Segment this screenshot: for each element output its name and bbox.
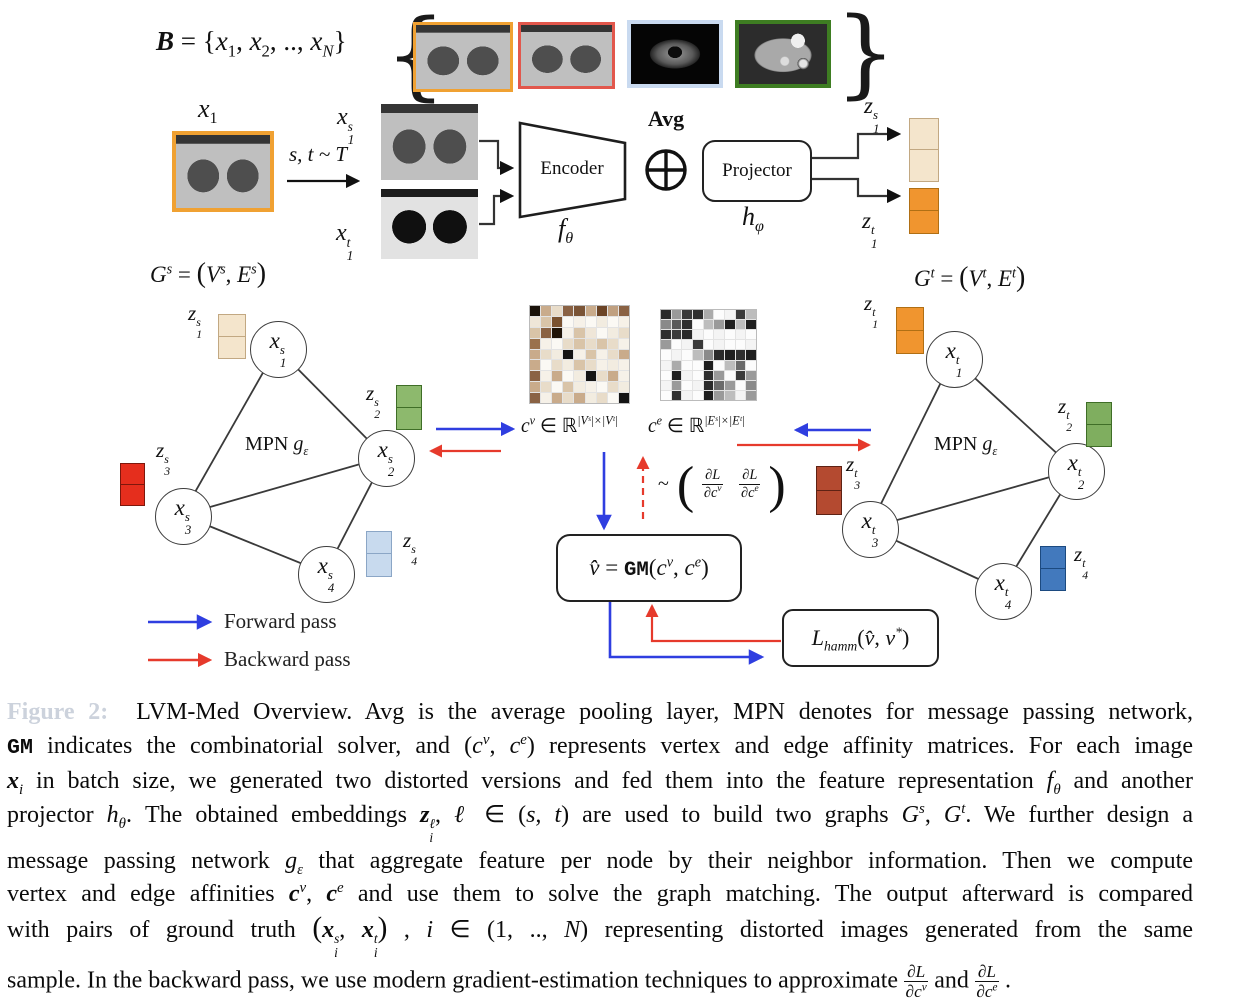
forward-arrow-to-loss <box>608 601 765 665</box>
x1s-image <box>381 104 478 180</box>
encoder-label: Encoder <box>540 158 604 179</box>
z1t-embedding <box>909 188 939 234</box>
graph-s-z3-embedding <box>120 463 145 506</box>
encoder-input-bottom <box>479 188 515 226</box>
graph-t-title: Gt = (Vt, Et) <box>914 262 1026 293</box>
caption-line: Figure 2: LVM-Med Overview. Avg is the av… <box>7 699 1193 725</box>
graph-s-z2-embedding <box>396 385 422 430</box>
legend-backward-label: Backward pass <box>224 647 351 671</box>
encoder-shape <box>518 121 627 219</box>
graph-t-z4-embedding <box>1040 546 1066 591</box>
x1-image <box>172 131 274 212</box>
encoder-input-top <box>479 139 515 176</box>
graph-s-z1-embedding <box>218 314 246 359</box>
batch-brain-mri <box>627 20 723 88</box>
ce-caption: ce ∈ ℝ|Eˢ|×|Eᵗ| <box>648 413 745 437</box>
cv-caption: cv ∈ ℝ|Vˢ|×|Vᵗ| <box>521 413 618 437</box>
batch-formula: B = {x1, x2, .., xN} <box>156 26 347 61</box>
vertex-affinity-matrix <box>529 305 630 404</box>
gm-solver-box: v̂ = GM(cv, ce) <box>556 534 742 602</box>
caption-line: sample. In the backward pass, we use mod… <box>7 961 1011 1001</box>
graph-t-mpn-label: MPN gε <box>934 433 998 458</box>
legend-backward: Backward pass <box>224 647 351 672</box>
caption-line: with pairs of ground truth (x s i, x t i) , … <box>7 911 1194 961</box>
paper-figure-page: { "figure": { "batch": { "formula": [ {"… <box>7 0 1194 1001</box>
h-phi-label: hφ <box>742 202 764 236</box>
caption-line: message passing network gε that aggregat… <box>7 847 1193 878</box>
x1t-image <box>381 189 478 259</box>
edge-affinity-matrix <box>660 309 757 401</box>
legend-forward-label: Forward pass <box>224 609 337 633</box>
batch-abdominal-ct <box>735 20 831 88</box>
x1-label: x1 <box>198 94 218 128</box>
batch-chest-xray-red <box>518 22 615 89</box>
projector-output-top <box>809 126 902 160</box>
graph-t-z2-embedding <box>1086 402 1112 447</box>
caption-line: vertex and edge affinities cv, ce and us… <box>7 880 1193 908</box>
caption-line: xi in batch size, we generated two disto… <box>7 768 1193 798</box>
projector-label: Projector <box>722 160 792 181</box>
gradient-expression: ~ (∂L ∂cv ∂L ∂ce) <box>658 457 786 514</box>
figure-canvas: B = {x1, x2, .., xN} { } x1 s, t ~ T xs1… <box>120 0 1112 672</box>
f-theta-label: fθ <box>558 214 574 248</box>
batch-chest-xray-orange <box>413 22 513 92</box>
projector-output-bottom <box>809 177 902 204</box>
figure-number-label: Figure 2: <box>7 699 109 725</box>
backward-arrow-to-gm <box>645 604 781 643</box>
brace-close-icon: } <box>835 0 897 109</box>
z1s-embedding <box>909 118 939 182</box>
avg-label: Avg <box>647 106 685 131</box>
graph-t-z3-embedding <box>816 466 842 515</box>
figure-lines-layer <box>148 121 1076 668</box>
graph-t-z1-embedding <box>896 307 924 354</box>
transform-label: s, t ~ T <box>289 142 348 166</box>
graph-s-z4-embedding <box>366 531 392 577</box>
projector-box: Projector <box>702 140 812 202</box>
hamming-loss-formula: Lhamm(v̂, v*) <box>811 624 910 654</box>
graph-s-mpn-label: MPN gε <box>245 433 309 458</box>
gm-solver-formula: v̂ = GM(cv, ce) <box>589 553 709 582</box>
legend-forward: Forward pass <box>224 609 337 634</box>
figure-caption: Figure 2: LVM-Med Overview. Avg is the av… <box>7 696 1193 1001</box>
caption-line: GM indicates the combinatorial solver, a… <box>7 731 1194 760</box>
graph-s-edges <box>181 347 386 574</box>
graph-s-title: Gs = (Vs, Es) <box>150 258 267 289</box>
hamming-loss-box: Lhamm(v̂, v*) <box>782 609 939 667</box>
